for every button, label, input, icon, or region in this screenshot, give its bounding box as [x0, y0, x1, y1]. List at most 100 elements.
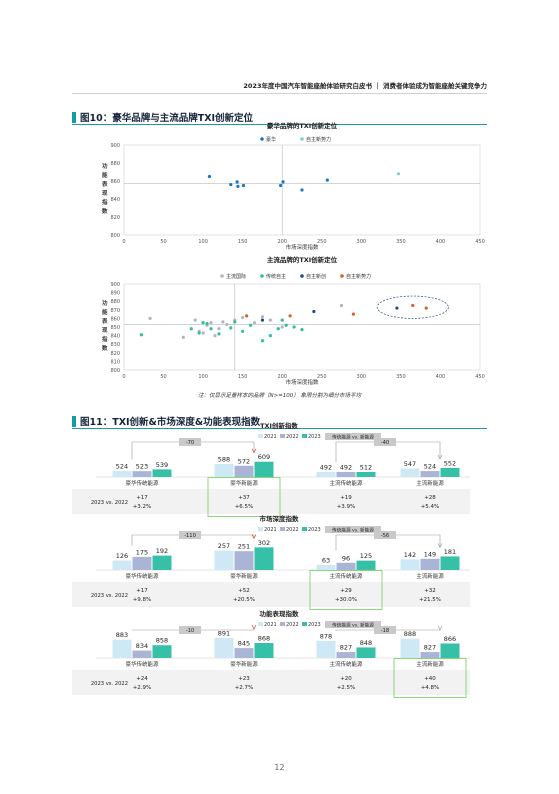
category-label: 豪华新能源: [230, 479, 258, 487]
gap-arrow: [251, 624, 257, 630]
bar-value-label: 192: [156, 547, 168, 555]
y-tick-label: 820: [110, 351, 120, 357]
bar: [440, 556, 460, 570]
bar: [132, 556, 152, 570]
data-point: [260, 318, 265, 322]
x-tick-label: 450: [475, 239, 485, 245]
data-point: [189, 327, 193, 331]
x-tick-label: 0: [122, 239, 125, 245]
fig10-underline: [72, 124, 487, 125]
legend-swatch: [302, 434, 307, 438]
legend-swatch: [302, 622, 307, 626]
bar: [400, 638, 420, 658]
legend-gap-label: 传统能源 vs. 新能源: [332, 622, 374, 629]
x-tick-label: 250: [317, 374, 327, 380]
legend-label: 豪华: [266, 136, 276, 143]
legend-gap-label: 传统能源 vs. 新能源: [332, 434, 374, 441]
delta-pct: +21.5%: [419, 597, 441, 603]
delta-pct: +3.2%: [133, 504, 152, 510]
x-tick-label: 450: [475, 374, 485, 380]
y-tick-label: 830: [110, 342, 120, 348]
x-tick-label: 200: [277, 374, 287, 380]
delta-abs: +29: [340, 588, 352, 594]
y-tick-label: 880: [110, 161, 120, 167]
x-tick-label: 300: [357, 239, 367, 245]
legend-label: 传统自主: [266, 273, 286, 280]
bar-value-label: 547: [404, 460, 416, 468]
y-tick-label: 880: [110, 299, 120, 305]
data-point: [276, 327, 280, 331]
bar: [112, 639, 132, 658]
bar-value-label: 572: [238, 457, 250, 465]
bar-value-label: 492: [320, 464, 332, 472]
bar: [440, 467, 460, 477]
highlight-ellipse: [376, 295, 449, 319]
bar: [316, 640, 336, 658]
x-tick-label: 350: [396, 239, 406, 245]
y-tick-label: 840: [110, 197, 120, 203]
legend-label: 自主新势力: [346, 273, 371, 280]
gap-arrow: [437, 625, 443, 631]
bar: [336, 472, 356, 477]
y-tick-label: 820: [110, 215, 120, 221]
bar: [214, 550, 234, 570]
x-tick-label: 150: [238, 374, 248, 380]
data-point: [193, 318, 197, 322]
legend-marker: [220, 274, 224, 278]
bar-value-label: 125: [360, 552, 372, 560]
data-point: [268, 318, 272, 322]
data-point: [281, 180, 285, 184]
data-point: [181, 335, 185, 339]
fig11-underline: [72, 428, 487, 429]
x-axis-label: 市场深度指数: [285, 243, 319, 251]
x-axis-label: 市场深度指数: [285, 378, 319, 386]
gap-badge: [179, 626, 201, 634]
y-tick-label: 840: [110, 334, 120, 340]
highlight-box: [207, 477, 281, 517]
bar: [112, 471, 132, 477]
data-point: [139, 333, 144, 337]
data-point: [233, 320, 237, 324]
gap-badge: [374, 531, 396, 539]
legend-marker: [300, 274, 304, 278]
highlight-box: [309, 570, 383, 610]
category-label: 豪华新能源: [230, 660, 258, 668]
data-point: [325, 178, 329, 182]
legend-swatch: [302, 527, 307, 531]
delta-abs: +20: [340, 676, 352, 682]
data-point: [280, 325, 284, 329]
plot-frame: [123, 283, 481, 371]
bar: [234, 648, 254, 658]
bar: [336, 652, 356, 658]
bar: [400, 559, 420, 570]
bar-value-label: 834: [136, 642, 148, 650]
bar-value-label: 848: [360, 639, 372, 647]
bar: [440, 643, 460, 658]
bar: [234, 551, 254, 570]
category-label: 主流传统能源: [329, 572, 363, 580]
comparison-label: 2023 vs. 2022: [91, 593, 128, 599]
heading-marker: [72, 111, 76, 123]
bar: [132, 471, 152, 477]
data-point: [252, 321, 257, 325]
header-divider: [72, 93, 487, 94]
bar-chart-title: 功能表现指数: [260, 609, 300, 618]
legend-label: 2022: [286, 527, 299, 533]
category-label: 主流传统能源: [329, 660, 363, 668]
data-point: [241, 183, 246, 188]
gap-badge: [374, 438, 396, 446]
legend-label: 自主新创: [306, 273, 326, 280]
y-tick-label: 860: [110, 179, 120, 185]
bar-value-label: 588: [218, 456, 230, 464]
heading-marker: [72, 415, 76, 427]
data-point: [209, 327, 213, 331]
bar: [316, 565, 336, 570]
bar-value-label: 149: [424, 550, 436, 558]
data-point: [396, 172, 401, 176]
data-point: [236, 184, 240, 188]
legend-gap-box: [325, 621, 381, 628]
fig10-title: 图10：豪华品牌与主流品牌TXI创新定位: [80, 113, 254, 124]
bar-value-label: 142: [404, 551, 416, 559]
legend-label: 2021: [264, 622, 277, 628]
category-label: 主流传统能源: [329, 479, 363, 487]
